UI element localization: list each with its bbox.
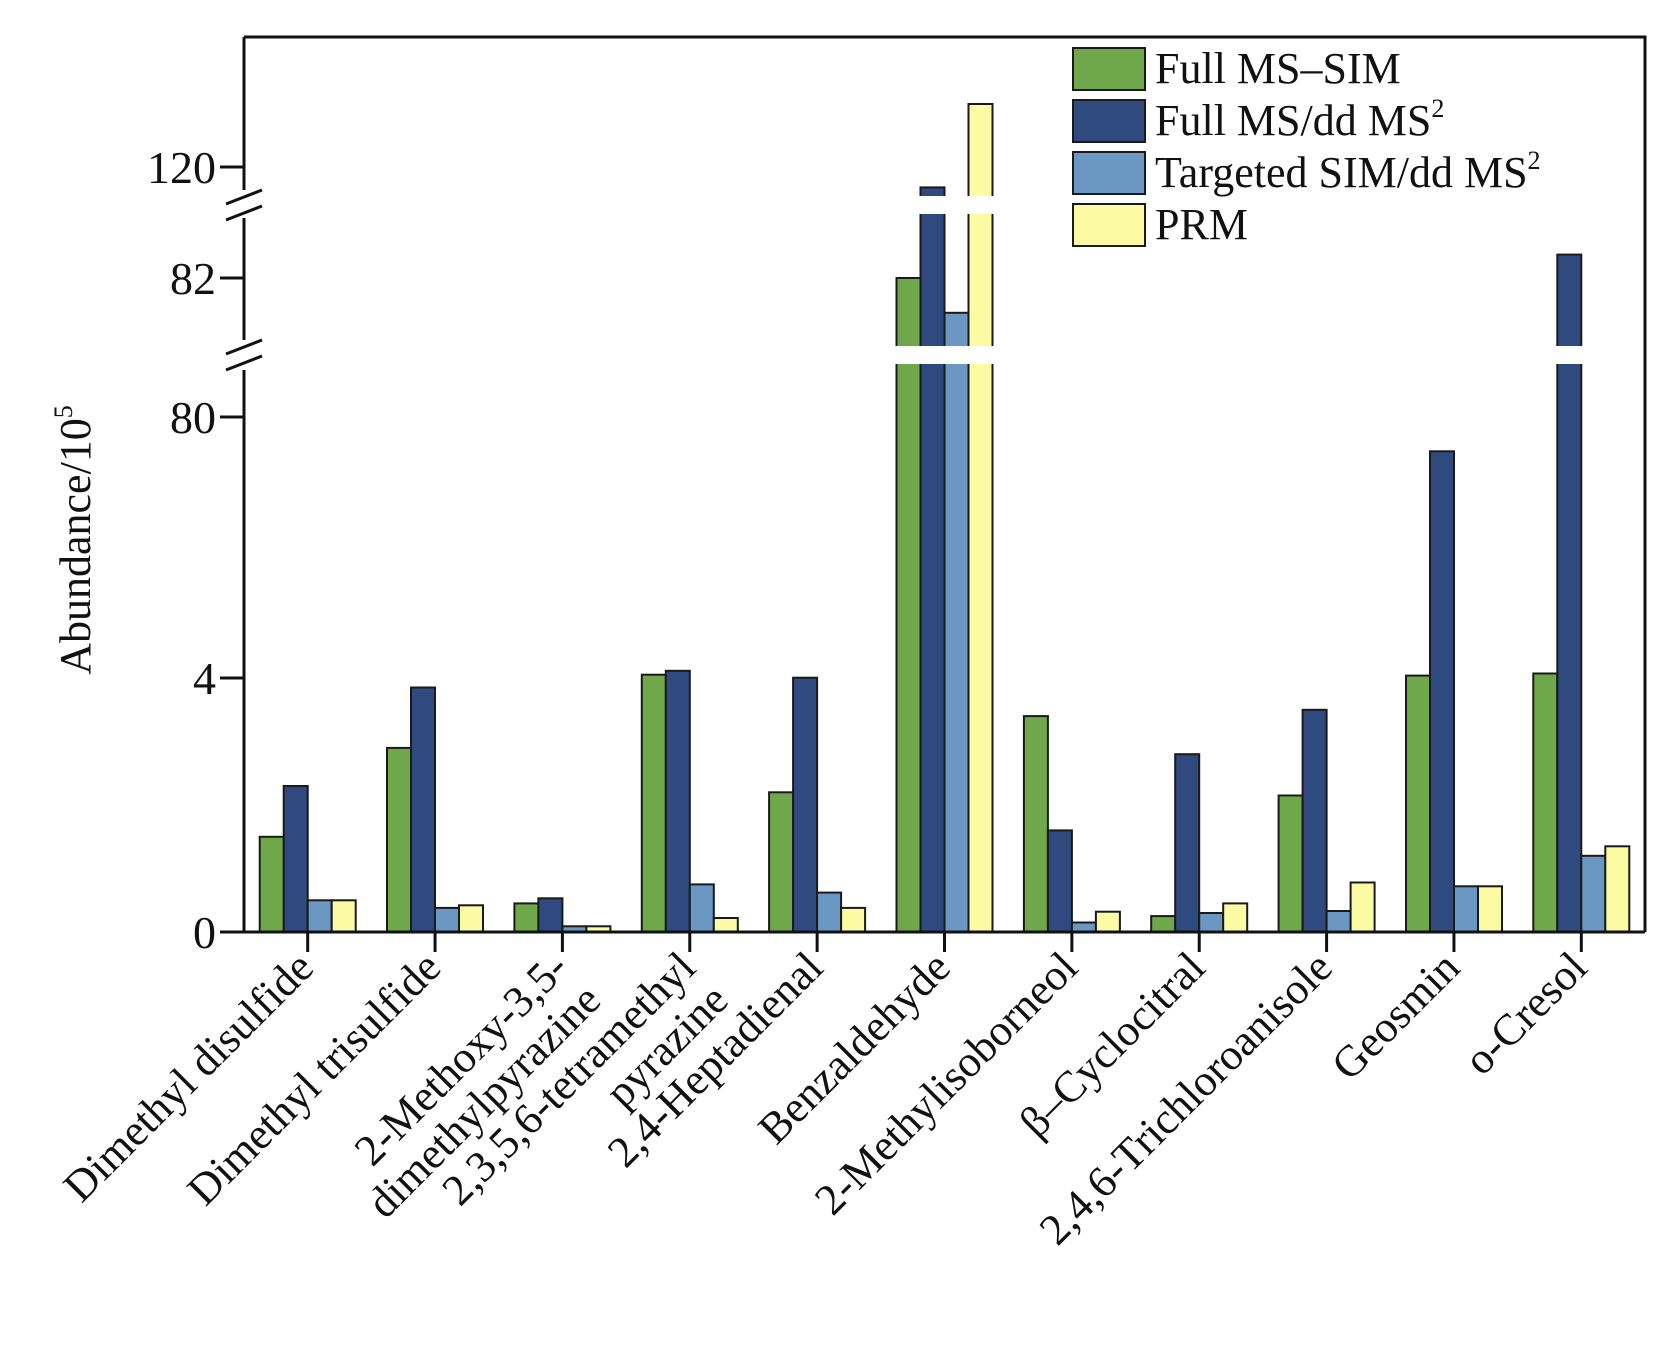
- bar-prm-0: [330, 899, 357, 934]
- y-ticks-layer: 0 4 80 82 120: [147, 142, 244, 958]
- bar-full-ms-sim-10: [1532, 672, 1559, 933]
- legend-label-2: Targeted SIM/dd MS2: [1155, 146, 1541, 197]
- bar-full-ms-dd-ms-6: [1046, 829, 1073, 934]
- y-tick-label-1: 4: [193, 653, 216, 704]
- bar-full-ms-sim-7: [1150, 915, 1177, 933]
- bar-prm-7: [1222, 902, 1249, 934]
- bar-targeted-sim-dd-ms-3: [688, 883, 715, 934]
- axis-break-mark-0-0: [225, 338, 263, 356]
- bar-full-ms-sim-5: [895, 277, 922, 933]
- legend-label-3: PRM: [1155, 200, 1248, 249]
- bar-targeted-sim-dd-ms-9: [1453, 885, 1479, 933]
- x-category-label-9: Geosmin: [1322, 942, 1469, 1089]
- bar-full-ms-sim-4: [768, 791, 795, 933]
- bar-prm-5: [967, 103, 994, 933]
- legend-swatch-1: [1072, 99, 1146, 143]
- legend-label-1: Full MS/dd MS2: [1155, 94, 1444, 145]
- bar-full-ms-dd-ms-5: [919, 186, 946, 933]
- axis-break-gap-0: [246, 346, 1643, 364]
- bar-full-ms-sim-2: [513, 902, 540, 934]
- bar-targeted-sim-dd-ms-1: [434, 906, 460, 934]
- y-tick-label-0: 0: [193, 907, 216, 958]
- x-category-text-10-0: o-Cresol: [1455, 942, 1597, 1084]
- bar-targeted-sim-dd-ms-10: [1580, 854, 1607, 933]
- axis-break-mark-1-0: [225, 188, 263, 206]
- bar-targeted-sim-dd-ms-4: [816, 891, 843, 933]
- bar-targeted-sim-dd-ms-8: [1325, 910, 1352, 933]
- axes-layer: [225, 35, 1647, 934]
- plot-frame: [244, 35, 1647, 932]
- bar-full-ms-dd-ms-7: [1174, 753, 1201, 934]
- x-category-label-10: o-Cresol: [1455, 942, 1597, 1084]
- bar-full-ms-sim-1: [386, 746, 412, 934]
- axis-break-mark-1-1: [225, 204, 263, 222]
- bar-prm-10: [1604, 845, 1631, 933]
- bar-prm-8: [1349, 881, 1376, 933]
- bar-full-ms-dd-ms-1: [410, 686, 436, 933]
- bar-prm-9: [1477, 885, 1503, 933]
- bar-prm-3: [712, 917, 739, 933]
- bar-full-ms-dd-ms-4: [792, 676, 819, 934]
- x-category-text-9-0: Geosmin: [1322, 942, 1469, 1089]
- bars-layer: [246, 103, 1643, 934]
- y-tick-label-4: 120: [147, 142, 216, 193]
- bar-full-ms-dd-ms-9: [1429, 450, 1455, 933]
- legend-swatch-3: [1072, 203, 1146, 247]
- bar-prm-1: [458, 904, 484, 933]
- legend-label-0: Full MS–SIM: [1155, 44, 1401, 93]
- axis-break-mark-0-1: [225, 354, 263, 372]
- axis-break-gap-1: [246, 196, 1643, 214]
- bar-prm-4: [840, 906, 867, 934]
- bar-full-ms-sim-6: [1022, 715, 1049, 933]
- bar-full-ms-sim-9: [1405, 674, 1431, 933]
- y-axis-label: Abundance/105: [49, 405, 100, 675]
- y-tick-label-3: 82: [170, 253, 216, 304]
- legend-swatch-0: [1072, 47, 1146, 91]
- y-tick-label-2: 80: [170, 392, 216, 443]
- bar-full-ms-dd-ms-3: [664, 669, 691, 933]
- bar-full-ms-dd-ms-0: [282, 785, 309, 933]
- y-axis-label-layer: Abundance/105: [49, 405, 100, 675]
- bar-full-ms-dd-ms-2: [537, 897, 564, 933]
- bar-full-ms-sim-0: [258, 835, 285, 934]
- bar-targeted-sim-dd-ms-0: [306, 899, 333, 934]
- bar-full-ms-dd-ms-8: [1301, 708, 1328, 934]
- bar-full-ms-sim-3: [640, 673, 667, 933]
- bar-full-ms-sim-8: [1277, 794, 1304, 933]
- bar-targeted-sim-dd-ms-5: [943, 311, 970, 934]
- bar-prm-6: [1094, 910, 1121, 934]
- legend-swatch-2: [1072, 151, 1146, 195]
- bar-targeted-sim-dd-ms-7: [1198, 912, 1225, 933]
